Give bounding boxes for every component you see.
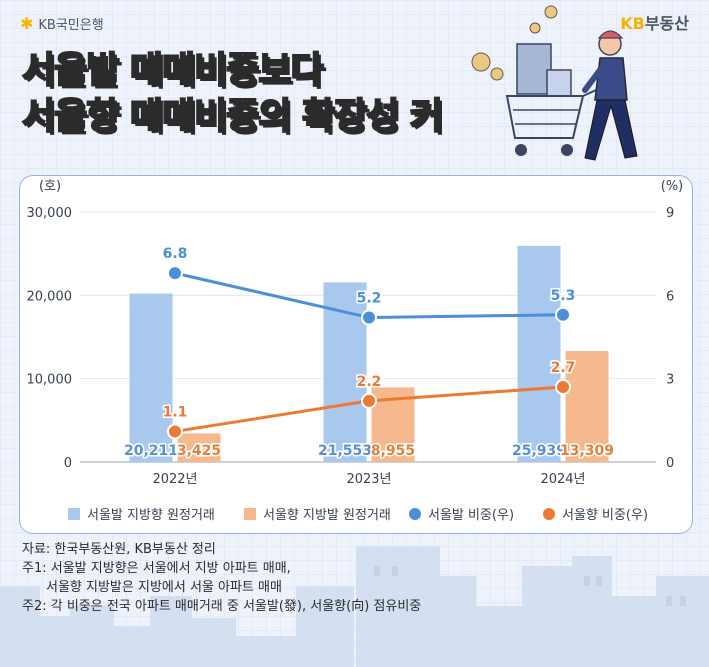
y-left-tick-label: 10,000	[27, 373, 73, 388]
y-left-tick-label: 20,000	[27, 289, 73, 304]
cart-icon	[505, 95, 585, 139]
title-line-2: 서울향 매매비중의 확장성 커	[21, 95, 444, 138]
chart-legend: 서울발 지방향 원정거래 서울향 지방발 원정거래 서울발 비중(우) 서울향 비중(…	[68, 508, 648, 523]
bar-value-label: 3,425	[177, 443, 221, 459]
bar-value-label: 13,309	[560, 443, 614, 459]
bank-logo-text: KB국민은행	[38, 18, 104, 33]
city-skyline-illustration	[0, 546, 709, 667]
bar-value-label: 20,211	[124, 443, 178, 459]
line-value-label: 2.7	[551, 360, 576, 376]
y-right-unit: (%)	[661, 179, 684, 194]
bar-value-label: 8,955	[371, 443, 415, 459]
person-legs	[584, 99, 638, 161]
line-value-label: 6.8	[163, 246, 188, 262]
bar	[177, 433, 221, 462]
note-1: 주1: 서울발 지방향은 서울에서 지방 아파트 매매,	[22, 561, 291, 576]
legend-label: 서울향 비중(우)	[562, 508, 648, 523]
line-point	[555, 379, 571, 395]
x-tick-label: 2024년	[540, 472, 585, 487]
shopping-person-illustration	[471, 5, 638, 161]
y-right-tick-label: 0	[666, 456, 674, 471]
y-right-tick-label: 6	[666, 289, 674, 304]
bar	[517, 245, 561, 462]
note-2: 주2: 각 비중은 전국 아파트 매매거래 중 서울발(發), 서울향(向) 점…	[22, 599, 422, 614]
y-left-tick-label: 30,000	[27, 206, 73, 221]
kb-star-icon: ✱	[20, 14, 34, 33]
line-point	[167, 265, 183, 282]
y-right-tick-label: 3	[666, 373, 674, 388]
page-title: 서울발 매매비중보다 서울향 매매비중의 확장성 커	[21, 48, 542, 140]
coin-icon	[544, 5, 558, 19]
legend-marker	[409, 508, 421, 520]
chart-axes: 0 10,000 20,000 30,000 0 3 6 9 (호) (%) 2022년 2023년 2…	[27, 179, 684, 487]
coin-icon	[490, 67, 504, 81]
brand-logo-kb: KB	[620, 14, 645, 33]
bar	[565, 351, 609, 462]
x-tick-label: 2023년	[346, 472, 391, 487]
line-value-label: 1.1	[163, 404, 188, 420]
legend-label: 서울발 지방향 원정거래	[87, 508, 215, 523]
y-left-tick-label: 0	[64, 456, 72, 471]
y-left-unit: (호)	[39, 179, 61, 194]
legend-swatch	[68, 508, 80, 520]
line-point	[555, 306, 571, 323]
coin-icon	[471, 52, 491, 72]
x-tick-label: 2022년	[152, 472, 197, 487]
house-icon	[546, 69, 572, 97]
line-value-label: 2.2	[357, 374, 382, 390]
bar-value-label: 25,939	[512, 443, 566, 459]
line-value-label: 5.3	[551, 288, 576, 304]
bank-logo: ✱ KB국민은행	[20, 14, 104, 33]
y-right-tick-label: 9	[666, 206, 674, 221]
line-point	[361, 392, 377, 409]
bar	[129, 293, 173, 462]
bar-value-label: 21,553	[318, 443, 372, 459]
brand-logo: KB부동산	[620, 10, 689, 34]
chart-notes: 자료: 한국부동산원, KB부동산 정리 주1: 서울발 지방향은 서울에서 지…	[22, 540, 682, 616]
title-line-1: 서울발 매매비중보다	[21, 49, 325, 92]
legend-marker	[543, 508, 555, 520]
source-note: 자료: 한국부동산원, KB부동산 정리	[22, 542, 216, 557]
legend-label: 서울향 지방발 원정거래	[263, 508, 391, 523]
building-icon	[516, 43, 552, 95]
note-1-continued: 서울향 지방발은 지방에서 서울 아파트 매매	[46, 580, 282, 595]
legend-label: 서울발 비중(우)	[428, 508, 514, 523]
line-value-label: 5.2	[357, 291, 382, 307]
chart-labels: 20,211 21,553 25,939 3,425 8,955 13,309 6.8 5.2…	[122, 245, 615, 461]
coin-icon	[529, 22, 541, 34]
line-point	[167, 423, 183, 440]
brand-logo-text: 부동산	[644, 14, 689, 33]
chart-lines	[167, 265, 571, 440]
line-point	[361, 309, 377, 326]
legend-swatch	[244, 508, 256, 520]
